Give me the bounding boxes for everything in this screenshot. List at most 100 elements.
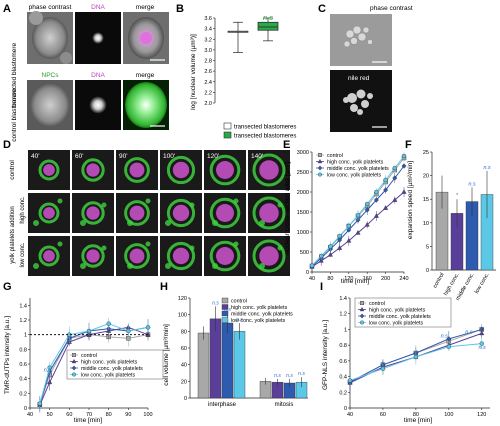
- yolk-platelet: [277, 202, 283, 208]
- y-tick-label: 120: [178, 296, 187, 302]
- legend-label: middle conc. yolk platelets: [327, 166, 389, 172]
- nuclear-envelope: [81, 244, 105, 268]
- timepoint-label: 100': [163, 153, 175, 160]
- panel-i-ylabel: GFP-NLS intensity [a.u.]: [322, 320, 329, 390]
- dna-signal: [43, 207, 55, 219]
- y-tick-label: 1.2: [19, 318, 27, 324]
- bar: [221, 322, 234, 399]
- legend-marker: [318, 152, 323, 157]
- data-point: [392, 175, 398, 181]
- legend-label: high conc. yolk platelets: [327, 160, 384, 166]
- data-point: [86, 328, 92, 334]
- legend-label: control: [231, 299, 247, 305]
- row-label-control: control blastomere: [11, 88, 18, 142]
- panel-letters: A B C D E F G H I: [3, 3, 412, 293]
- panel-d-row-control: control: [9, 160, 16, 180]
- y-tick-label: 40: [181, 363, 187, 369]
- panel-b-boxplot: log [nuclear volume (µm³)] 2.02.22.42.62…: [190, 13, 296, 140]
- dna-signal: [129, 162, 145, 178]
- significance-label: n.s: [465, 329, 473, 335]
- y-tick-label: 2.2: [204, 90, 212, 96]
- y-tick-label: 25: [423, 150, 429, 156]
- yolk-platelet: [259, 263, 265, 269]
- y-tick-label: 1000: [297, 230, 309, 236]
- y-tick-label: 2.0: [204, 101, 212, 107]
- x-tick-label: 60: [380, 412, 386, 418]
- data-point: [401, 189, 407, 194]
- x-tick-label: 200: [381, 276, 390, 282]
- panel-i-xlabel: time [min]: [404, 417, 432, 424]
- legend-label: control: [327, 153, 343, 159]
- panel-b-boxes: [227, 17, 279, 53]
- bar-significance: n.s: [224, 307, 231, 313]
- dna-signal: [259, 246, 279, 266]
- data-point: [365, 201, 370, 207]
- legend-swatch: [221, 304, 229, 310]
- yolk-platelet: [80, 263, 86, 269]
- data-point: [413, 354, 419, 360]
- nuclear-envelope: [252, 196, 286, 230]
- x-category-label: control: [432, 272, 445, 289]
- panel-letter-a: A: [3, 3, 11, 15]
- data-point: [47, 365, 52, 370]
- data-point: [364, 221, 370, 227]
- legend-marker: [71, 358, 77, 364]
- legend-label: middle conc. yolk platelets: [231, 312, 293, 318]
- x-tick-label: 40: [347, 412, 353, 418]
- nuclear-envelope: [124, 243, 150, 269]
- legend-marker: [318, 172, 323, 177]
- nuclear-envelope: [38, 159, 60, 181]
- x-tick-label: 70: [86, 412, 92, 418]
- nuclear-envelope: [166, 155, 196, 185]
- image-c-nile-red: [330, 70, 392, 132]
- panel-e-xlabel: time [min]: [341, 278, 369, 285]
- data-point: [383, 177, 388, 183]
- timepoint-label: 90': [119, 153, 127, 160]
- panel-d-row-high: high conc.: [20, 196, 26, 224]
- y-tick-label: 20: [423, 174, 429, 180]
- bar-significance: *: [456, 193, 459, 199]
- legend-label: low conc. yolk platelets: [81, 373, 136, 379]
- legend-marker: [359, 306, 365, 312]
- legend-b-swatch-1: [223, 122, 232, 130]
- y-tick-label: 1.2: [339, 312, 347, 318]
- nuclear-envelope: [252, 239, 286, 273]
- yolk-platelet: [189, 202, 195, 208]
- legend-marker: [360, 320, 365, 325]
- bar: [197, 332, 210, 399]
- yolk-platelet: [189, 245, 195, 251]
- x-tick-label: 90: [125, 412, 131, 418]
- yolk-platelet: [145, 198, 151, 204]
- panel-letter-c: C: [318, 3, 326, 15]
- data-point: [106, 321, 111, 326]
- yolk-platelet: [233, 241, 239, 247]
- nuclear-envelope: [81, 158, 105, 182]
- data-point: [126, 328, 131, 334]
- data-point: [319, 253, 324, 259]
- x-tick-label: 240: [399, 276, 408, 282]
- data-point: [392, 197, 398, 202]
- data-point: [364, 207, 370, 213]
- y-tick-label: 1500: [297, 210, 309, 216]
- row-label-transected: transected blastomere: [11, 42, 18, 107]
- x-tick-label: 40: [27, 412, 33, 418]
- data-point: [380, 366, 386, 371]
- data-point: [337, 237, 343, 243]
- bar-significance: n.s: [236, 317, 243, 323]
- legend-label: low conc. yolk platelets: [231, 318, 286, 324]
- legend-box: [66, 349, 164, 380]
- bar-significance: n.s: [468, 181, 476, 187]
- dna-signal: [86, 249, 100, 263]
- panel-d-group-label: yolk platelets addition: [10, 206, 16, 263]
- y-tick-label: 0: [426, 268, 429, 274]
- x-tick-label: 160: [363, 276, 372, 282]
- header-npcs: NPCs: [42, 72, 60, 79]
- y-tick-label: 2.4: [204, 80, 212, 86]
- y-tick-label: 0: [306, 270, 309, 276]
- legend-swatch: [221, 317, 229, 323]
- data-point: [383, 187, 389, 193]
- legend-label: low conc. yolk platelets: [327, 173, 382, 179]
- legend-label: high conc. yolk platelets: [369, 308, 426, 314]
- data-point: [373, 197, 379, 203]
